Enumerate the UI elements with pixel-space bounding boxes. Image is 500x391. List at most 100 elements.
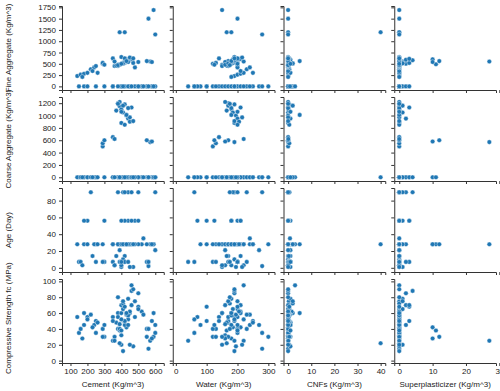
point	[286, 190, 291, 195]
point	[260, 32, 265, 37]
y-tick: 1000	[38, 112, 62, 121]
point	[286, 349, 291, 354]
point	[397, 254, 402, 259]
x-tick-mark	[238, 181, 239, 184]
point	[102, 323, 107, 328]
point	[397, 175, 402, 180]
y-axis-line	[59, 280, 63, 364]
point	[235, 260, 240, 265]
point	[85, 84, 90, 89]
y-axis: 020406080100	[43, 277, 63, 365]
point	[195, 218, 200, 223]
x-tick	[87, 181, 88, 184]
x-tick-mark	[207, 272, 208, 275]
point	[126, 297, 131, 302]
x-axis-line	[395, 182, 497, 185]
y-tick	[391, 234, 394, 235]
x-tick-mark	[399, 181, 400, 184]
point	[397, 242, 402, 247]
x-tick	[155, 181, 156, 184]
point	[122, 190, 127, 195]
y-tick-mark	[391, 103, 394, 104]
x-tick-mark	[121, 272, 122, 275]
point	[229, 175, 234, 180]
point	[290, 242, 295, 247]
y-tick	[170, 7, 173, 8]
point	[217, 319, 222, 324]
point	[224, 175, 229, 180]
point	[290, 242, 295, 247]
x-tick	[381, 272, 382, 275]
point	[286, 32, 291, 37]
x-tick-mark	[87, 272, 88, 275]
point	[397, 260, 402, 265]
point	[121, 349, 126, 354]
x-tick-label: 20	[330, 367, 339, 376]
point	[227, 295, 232, 300]
y-tick-mark	[281, 64, 284, 65]
point	[153, 190, 158, 195]
x-tick	[87, 90, 88, 93]
y-tick-mark	[170, 313, 173, 314]
y-tick	[391, 116, 394, 117]
point	[286, 242, 291, 247]
point	[286, 218, 291, 223]
point	[397, 175, 402, 180]
point	[397, 218, 402, 223]
y-axis-line	[59, 7, 63, 91]
panel: 010203040	[281, 280, 387, 376]
y-tick-mark	[170, 86, 173, 87]
x-tick-mark	[121, 90, 122, 93]
points	[286, 190, 383, 269]
x-tick-label: 10	[429, 367, 438, 376]
y-tick	[170, 19, 173, 20]
x-tick-mark	[176, 272, 177, 275]
x-tick-mark	[433, 90, 434, 93]
point	[397, 175, 402, 180]
point	[397, 175, 402, 180]
x-tick	[499, 181, 500, 184]
point	[397, 175, 402, 180]
point	[397, 175, 402, 180]
y-tick	[391, 7, 394, 8]
point	[286, 242, 291, 247]
y-tick	[281, 30, 284, 31]
x-axis	[63, 272, 165, 275]
point	[287, 242, 292, 247]
point	[241, 317, 246, 322]
point	[397, 84, 402, 89]
point	[288, 175, 293, 180]
point	[111, 84, 116, 89]
y-tick-mark	[281, 128, 284, 129]
y-tick	[281, 103, 284, 104]
y-tick	[391, 30, 394, 31]
point	[397, 175, 402, 180]
point	[128, 342, 133, 347]
point	[290, 299, 295, 304]
y-tick-label: 1250	[38, 26, 56, 35]
point	[286, 190, 291, 195]
x-tick-label: 100	[64, 367, 78, 376]
point	[397, 242, 402, 247]
x-tick-mark	[138, 363, 139, 366]
x-tick	[381, 90, 382, 93]
point	[122, 175, 127, 180]
x-tick	[138, 181, 139, 184]
point	[232, 242, 237, 247]
y-tick-mark	[391, 234, 394, 235]
x-tick-mark	[138, 181, 139, 184]
point	[397, 84, 402, 89]
point	[229, 75, 234, 80]
y-tick-mark	[391, 75, 394, 76]
point	[229, 311, 234, 316]
y-axis-line	[170, 189, 174, 273]
point	[430, 242, 435, 247]
point	[397, 242, 402, 247]
y-axis-line	[170, 7, 174, 91]
point	[407, 303, 412, 308]
point	[136, 218, 141, 223]
point	[397, 175, 402, 180]
point	[212, 323, 217, 328]
point	[397, 175, 402, 180]
panel	[391, 98, 500, 185]
